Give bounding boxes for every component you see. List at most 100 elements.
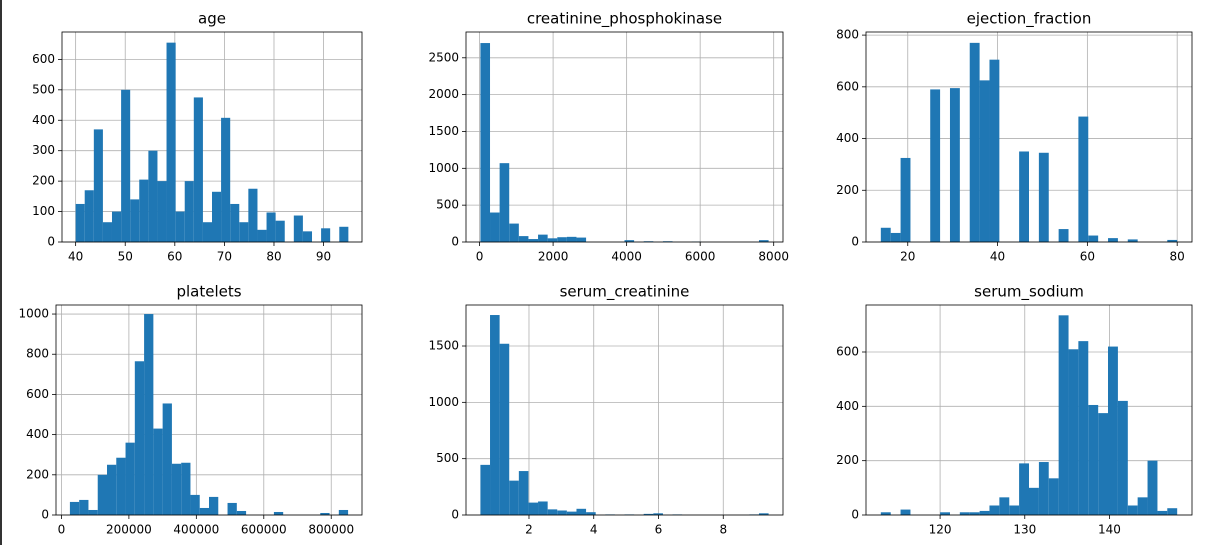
bar xyxy=(157,181,167,242)
x-tick-label: 8000 xyxy=(758,250,789,264)
x-tick-label: 70 xyxy=(217,250,232,264)
x-tick-label: 60 xyxy=(167,250,182,264)
bar xyxy=(1167,239,1178,242)
bar xyxy=(890,232,901,242)
bar xyxy=(1088,235,1099,242)
bar xyxy=(1058,229,1069,242)
x-tick-label: 90 xyxy=(316,250,331,264)
y-tick-label: 400 xyxy=(26,427,49,441)
bar xyxy=(107,464,117,515)
bar xyxy=(97,474,108,515)
y-tick-label: 600 xyxy=(32,52,55,66)
bar xyxy=(227,502,237,515)
bar xyxy=(230,203,240,242)
axes-frame xyxy=(55,304,363,516)
bar xyxy=(490,315,500,515)
y-tick-label: 600 xyxy=(26,387,49,401)
bar xyxy=(134,361,145,515)
bar xyxy=(653,513,663,515)
subplot-title: platelets xyxy=(176,283,241,301)
bar xyxy=(586,512,596,515)
bar xyxy=(1048,478,1059,515)
bar xyxy=(566,511,577,515)
x-tick-label: 4 xyxy=(590,523,598,537)
bar xyxy=(116,457,126,515)
axes-frame xyxy=(465,31,784,243)
bar xyxy=(266,212,276,242)
subplot: 0 200 400 600 800 20 40 60 80 ejection_fraction xyxy=(836,10,1193,264)
x-tick-label: 600000 xyxy=(241,523,287,537)
bar xyxy=(528,239,539,242)
y-tick-label: 0 xyxy=(47,235,55,249)
bar xyxy=(302,231,313,242)
bar xyxy=(1117,400,1128,515)
bar xyxy=(1137,497,1148,515)
y-tick-label: 300 xyxy=(32,143,55,157)
bar xyxy=(547,509,558,515)
y-tick-label: 500 xyxy=(436,198,459,212)
x-tick-label: 0 xyxy=(58,523,66,537)
bar xyxy=(339,226,349,242)
bar xyxy=(93,129,103,242)
x-tick-label: 140 xyxy=(1098,523,1121,537)
bar xyxy=(900,157,911,242)
bar xyxy=(144,314,154,515)
bar xyxy=(193,97,203,242)
bar xyxy=(239,222,249,242)
bar xyxy=(1019,463,1029,515)
bar xyxy=(557,510,567,515)
bar xyxy=(528,502,539,515)
bar xyxy=(480,464,491,515)
bar xyxy=(880,512,891,515)
bar xyxy=(69,501,80,515)
y-tick-label: 400 xyxy=(836,399,859,413)
y-tick-label: 0 xyxy=(41,508,49,522)
subplot-title: ejection_fraction xyxy=(967,10,1092,29)
bar xyxy=(1019,151,1029,242)
x-tick-label: 2 xyxy=(525,523,533,537)
bar xyxy=(1127,239,1138,242)
bar xyxy=(1078,116,1089,242)
x-tick-label: 4000 xyxy=(611,250,642,264)
bar xyxy=(509,480,519,515)
bar xyxy=(538,501,548,515)
y-tick-label: 1000 xyxy=(428,395,459,409)
bar xyxy=(499,343,510,515)
bar xyxy=(576,237,587,242)
bar xyxy=(148,150,158,242)
bar xyxy=(1078,341,1089,515)
subplot: 0 200 400 600 800 1000 0 200000 400000 600000 8000… xyxy=(18,283,363,537)
y-tick-label: 1000 xyxy=(428,161,459,175)
bar xyxy=(1088,404,1099,515)
x-tick-label: 40 xyxy=(990,250,1005,264)
y-tick-label: 0 xyxy=(851,508,859,522)
bar xyxy=(236,510,247,515)
y-tick-label: 1500 xyxy=(428,339,459,353)
subplot-title: age xyxy=(198,10,226,28)
bar xyxy=(509,223,519,242)
x-tick-label: 80 xyxy=(266,250,281,264)
x-tick-label: 130 xyxy=(1013,523,1036,537)
y-tick-label: 600 xyxy=(836,344,859,358)
x-tick-label: 8 xyxy=(719,523,727,537)
bar xyxy=(212,191,222,242)
y-tick-label: 0 xyxy=(451,235,459,249)
bar xyxy=(518,236,529,242)
bar xyxy=(480,43,491,243)
bar xyxy=(1147,460,1158,515)
bar xyxy=(989,505,1000,515)
y-tick-label: 500 xyxy=(436,451,459,465)
bar xyxy=(1038,152,1049,242)
bar xyxy=(1108,238,1118,242)
x-tick-label: 800000 xyxy=(308,523,354,537)
y-tick-label: 100 xyxy=(32,204,55,218)
bar xyxy=(88,509,98,515)
bar xyxy=(153,428,163,515)
bar xyxy=(490,212,500,242)
y-tick-label: 200 xyxy=(836,453,859,467)
bar xyxy=(181,462,191,515)
bar xyxy=(338,509,349,515)
bar xyxy=(643,513,654,515)
bar xyxy=(75,203,85,242)
x-tick-label: 6000 xyxy=(685,250,716,264)
